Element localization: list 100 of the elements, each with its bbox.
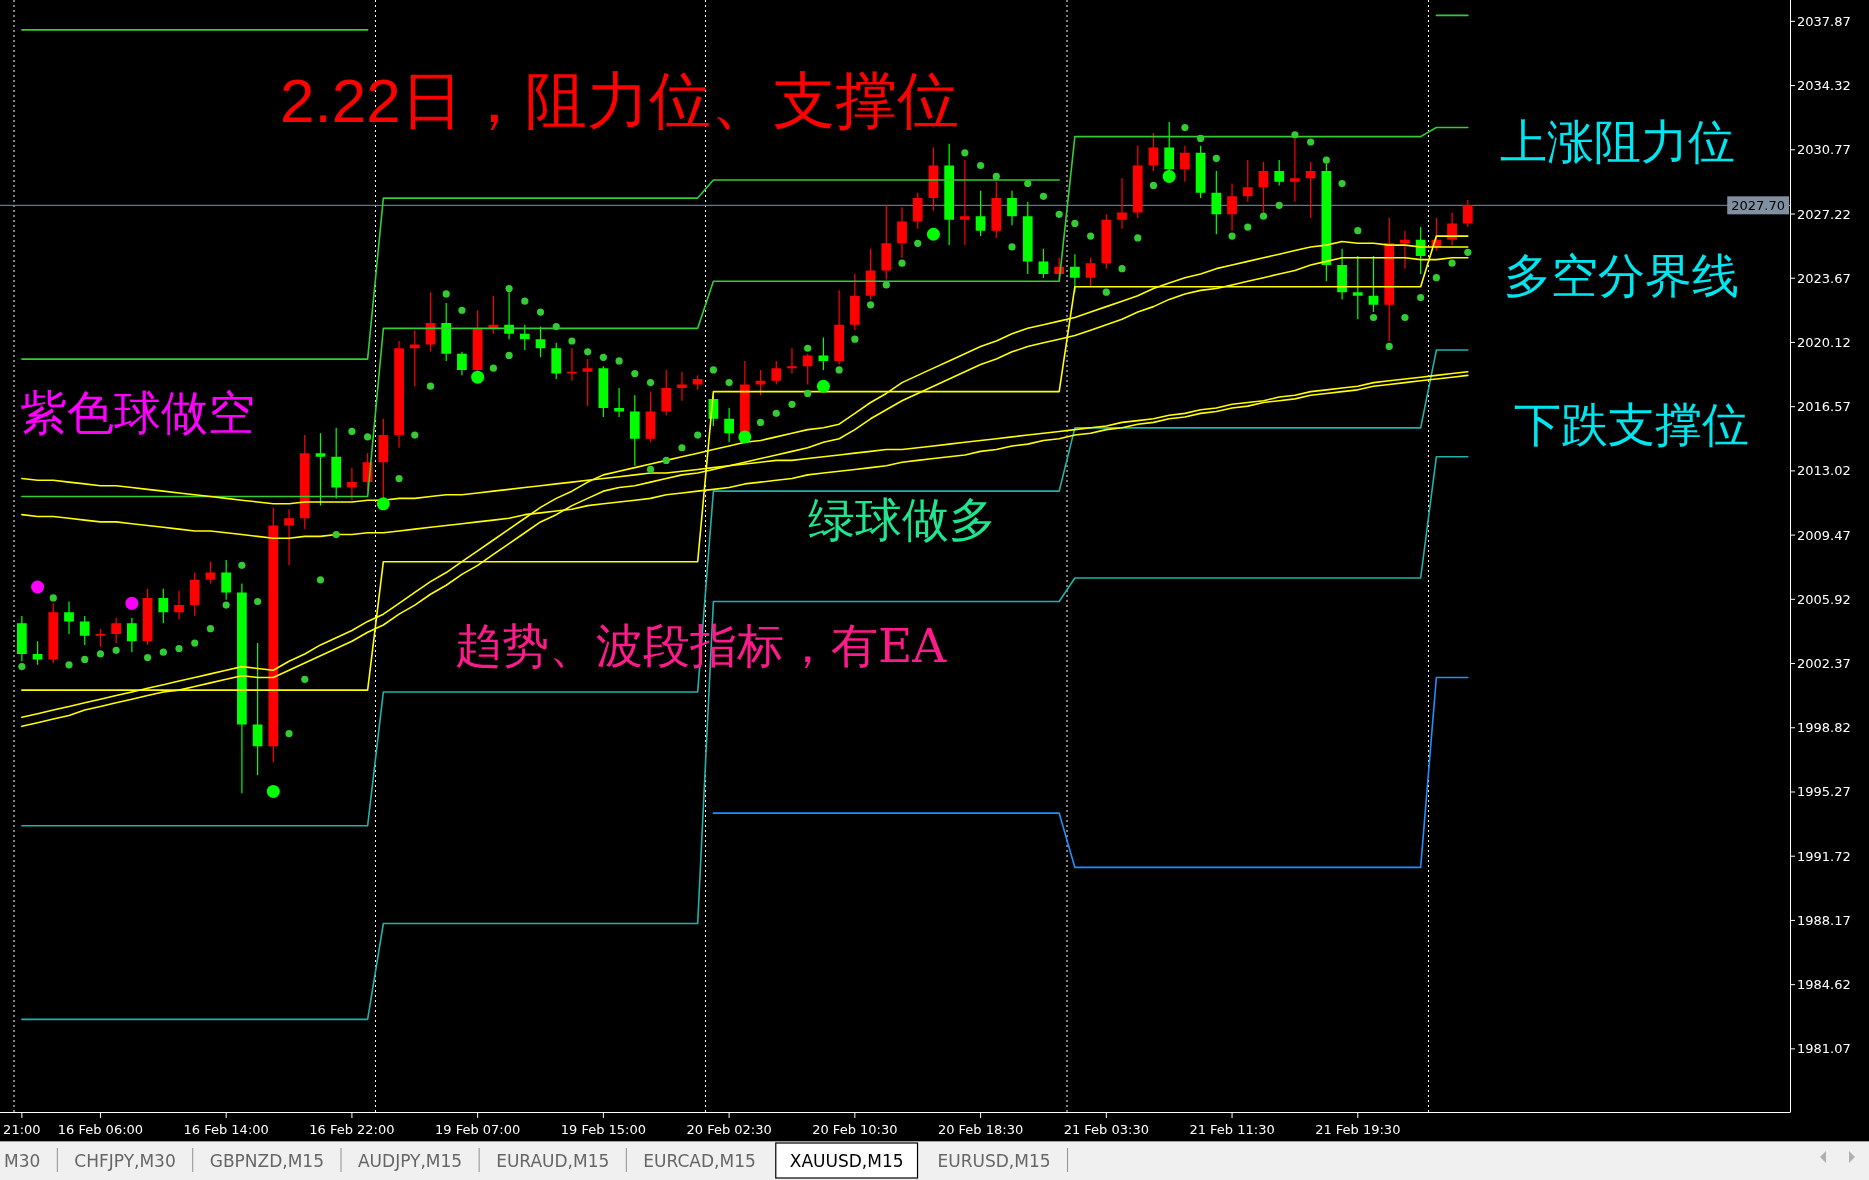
x-tick-label: 20 Feb 02:30	[686, 1122, 772, 1137]
point	[1432, 274, 1440, 282]
text: AUDJPY,M15	[357, 1151, 463, 1171]
y-tick-label: 2013.02	[1797, 463, 1851, 479]
point	[961, 149, 969, 157]
candlestick	[818, 337, 829, 370]
y-tick-label: 2037.87	[1797, 13, 1851, 29]
candlestick	[567, 348, 577, 381]
candlestick	[237, 583, 247, 794]
candlestick	[95, 628, 106, 647]
point	[505, 284, 513, 293]
point	[18, 663, 26, 671]
candlestick	[881, 205, 892, 280]
candlestick	[975, 190, 986, 237]
candlestick	[519, 324, 530, 351]
point	[1134, 234, 1142, 242]
candlestick	[1305, 161, 1316, 218]
candlestick	[787, 348, 797, 374]
candlestick	[661, 369, 672, 416]
x-tick-label: 19 Feb 15:00	[560, 1122, 647, 1137]
candlestick	[912, 192, 923, 229]
candlestick	[598, 366, 609, 417]
point	[1228, 232, 1236, 240]
candlestick	[897, 207, 907, 258]
point	[65, 661, 73, 669]
x-tick-label: 16 Feb 14:00	[183, 1122, 269, 1137]
point	[1275, 201, 1283, 209]
candlestick	[1274, 160, 1285, 186]
point	[348, 427, 356, 436]
point	[238, 561, 246, 569]
point	[1197, 134, 1205, 142]
point	[976, 161, 985, 170]
candlestick	[1400, 230, 1410, 269]
candlestick	[64, 601, 74, 635]
point	[1118, 265, 1126, 273]
y-tick-label: 2023.67	[1797, 270, 1851, 286]
candlestick	[1022, 201, 1033, 275]
point	[1259, 212, 1268, 220]
point	[599, 353, 607, 361]
point	[992, 172, 1000, 180]
candlestick	[724, 407, 734, 443]
point	[96, 650, 105, 658]
point	[536, 308, 545, 316]
point	[521, 297, 529, 305]
candlestick	[1038, 248, 1049, 278]
point	[1417, 293, 1425, 302]
text: 2.22日，阻力位、支撑位	[280, 66, 959, 135]
candlestick	[1337, 248, 1347, 300]
point	[426, 382, 435, 390]
point	[772, 409, 780, 417]
point	[631, 369, 639, 378]
candlestick	[174, 590, 184, 620]
y-tick-label: 1995.27	[1797, 784, 1851, 800]
candlestick	[1227, 183, 1237, 231]
candlestick	[1148, 132, 1159, 171]
candlestick	[1290, 138, 1300, 202]
point	[1087, 232, 1095, 240]
point	[851, 335, 859, 343]
point	[646, 379, 655, 387]
candlestick	[1180, 145, 1190, 182]
candlestick	[111, 617, 122, 644]
y-tick-label: 2034.32	[1797, 78, 1851, 94]
candlestick	[802, 353, 813, 385]
point	[662, 456, 670, 464]
text: CHFJPY,M30	[74, 1151, 176, 1171]
point	[254, 597, 262, 606]
x-tick-label: 21 Feb 03:30	[1063, 1122, 1149, 1137]
point	[1071, 219, 1079, 228]
candlestick	[504, 292, 514, 340]
point	[159, 648, 167, 656]
point	[756, 418, 765, 426]
candlestick	[865, 248, 876, 300]
point	[489, 364, 497, 372]
point	[175, 644, 183, 653]
candlestick	[457, 351, 467, 376]
point	[568, 337, 576, 345]
point	[1385, 342, 1393, 351]
text: XAUUSD,M15	[789, 1151, 904, 1171]
point	[725, 379, 733, 387]
point	[1008, 243, 1016, 251]
point	[81, 655, 89, 663]
point	[804, 389, 812, 398]
line-series	[21, 455, 1469, 1021]
text: 多空分界线	[1504, 248, 1739, 303]
point	[804, 344, 812, 352]
y-tick-label: 1988.17	[1797, 912, 1851, 928]
point	[1024, 180, 1032, 188]
point	[1149, 181, 1158, 190]
candlestick	[1321, 163, 1332, 282]
point	[914, 239, 922, 247]
candlestick	[834, 290, 844, 365]
point	[112, 646, 120, 654]
point	[301, 675, 309, 683]
candlestick	[849, 274, 860, 331]
point	[788, 400, 796, 408]
candlestick	[551, 342, 562, 379]
point	[1448, 259, 1456, 267]
point	[1369, 313, 1378, 322]
candlestick	[944, 143, 955, 246]
point	[364, 433, 372, 441]
